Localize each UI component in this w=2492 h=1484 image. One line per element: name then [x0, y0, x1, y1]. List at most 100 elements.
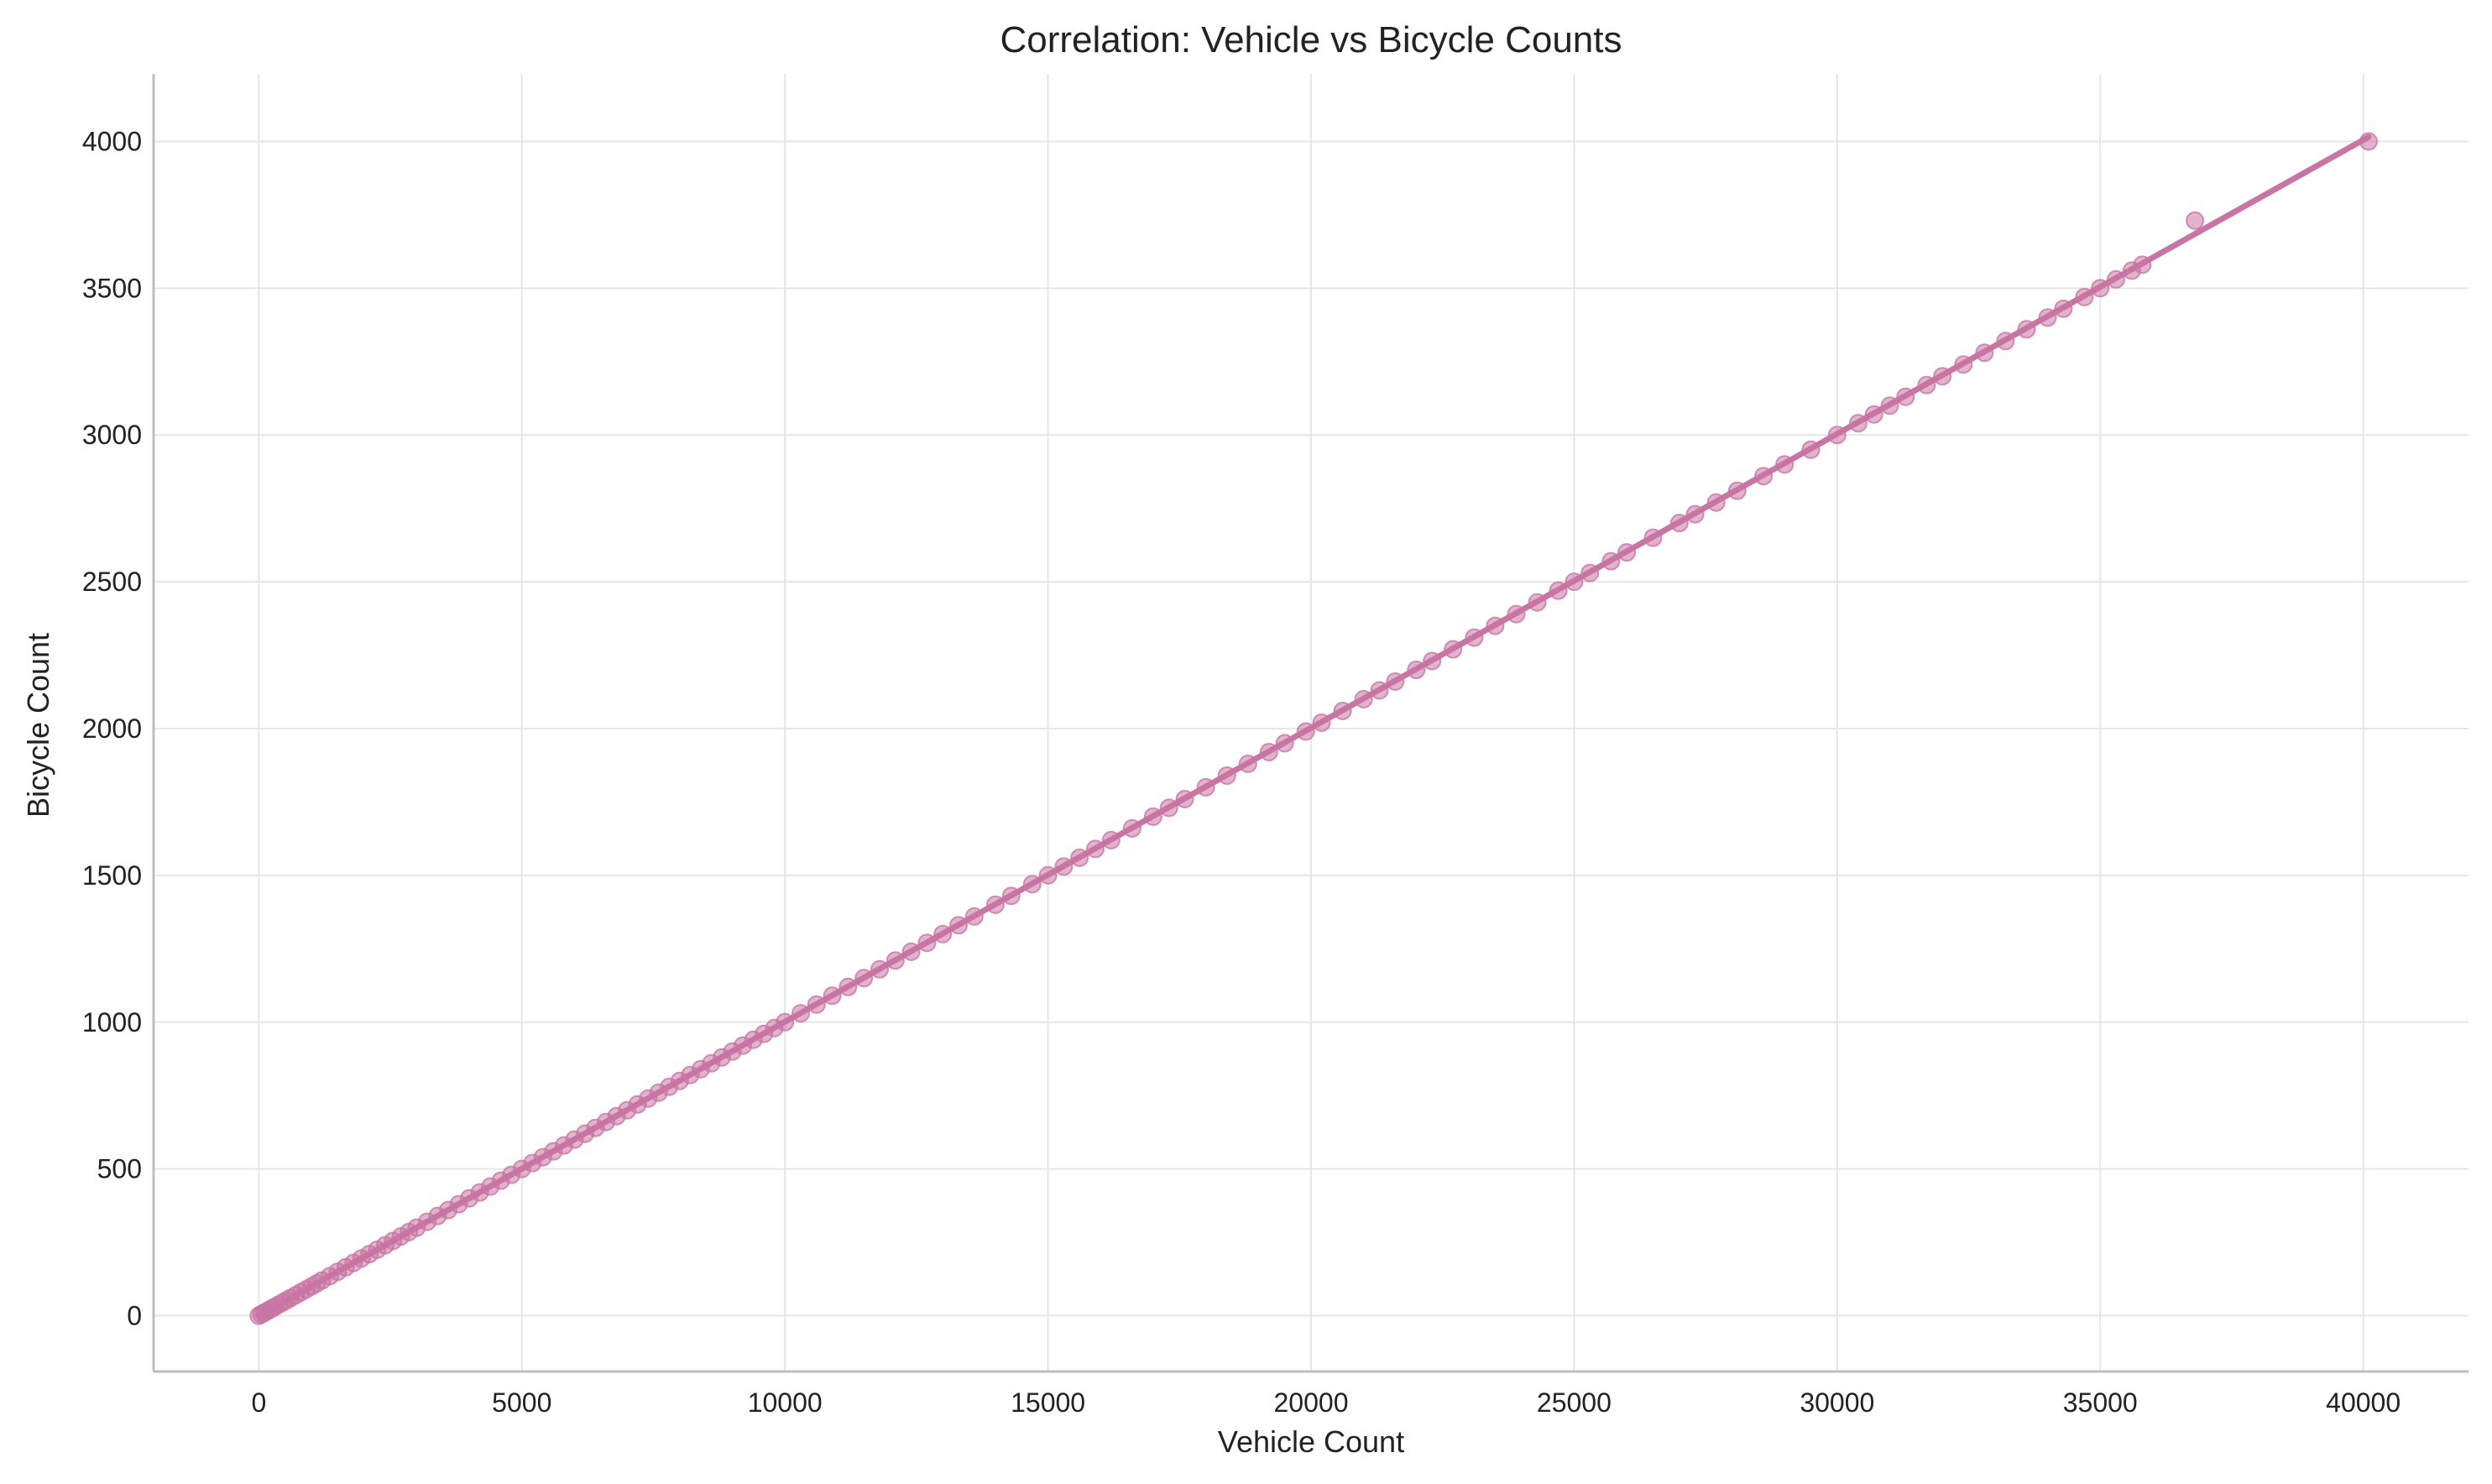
scatter-point: [1685, 504, 1705, 524]
scatter-point: [1975, 343, 1994, 363]
scatter-point: [2075, 287, 2094, 306]
scatter-point: [1617, 543, 1637, 562]
scatter-point: [1101, 830, 1121, 849]
scatter-point: [2133, 255, 2152, 274]
scatter-point: [2107, 269, 2126, 289]
x-tick-label: 30000: [1800, 1387, 1874, 1418]
scatter-point: [1296, 722, 1315, 741]
scatter-point: [807, 995, 826, 1014]
y-tick-label: 3500: [82, 273, 142, 303]
x-axis-label: Vehicle Count: [1218, 1424, 1404, 1459]
scatter-point: [1038, 865, 1058, 885]
scatter-points: [249, 132, 2378, 1325]
scatter-point: [917, 933, 937, 953]
y-tick-label: 3000: [82, 420, 142, 450]
y-tick-label: 1500: [82, 860, 142, 891]
y-tick-label: 1000: [82, 1007, 142, 1037]
scatter-point: [1565, 572, 1584, 592]
scatter-point: [1549, 581, 1568, 600]
scatter-point: [1896, 387, 1915, 406]
scatter-point: [1370, 681, 1389, 700]
scatter-point: [1996, 332, 2015, 351]
scatter-point: [1954, 355, 1973, 374]
scatter-point: [1486, 616, 1505, 635]
scatter-point: [1507, 604, 1526, 624]
scatter-point: [1275, 734, 1294, 753]
scatter-point: [1122, 818, 1142, 838]
x-tick-label: 20000: [1274, 1387, 1349, 1418]
scatter-point: [1880, 396, 1899, 415]
y-tick-label: 2000: [82, 713, 142, 744]
scatter-point: [1601, 551, 1621, 571]
scatter-point: [776, 1012, 795, 1032]
scatter-point: [1669, 514, 1689, 533]
axes-spines: [152, 74, 2468, 1373]
x-tick-label: 10000: [748, 1387, 823, 1418]
scatter-point: [985, 895, 1005, 914]
scatter-point: [1054, 857, 1074, 876]
scatter-point: [1070, 848, 1089, 867]
scatter-point: [1917, 375, 1936, 395]
scatter-point: [1933, 367, 1952, 386]
scatter-point: [1159, 798, 1178, 818]
scatter-point: [1706, 493, 1726, 512]
y-tick-label: 500: [97, 1154, 142, 1184]
scatter-point: [1238, 754, 1257, 773]
scatter-point: [2359, 132, 2378, 151]
scatter-point: [1386, 672, 1405, 692]
scatter-point: [870, 959, 890, 979]
scatter-point: [886, 951, 905, 970]
scatter-point: [1312, 713, 1331, 732]
x-tick-label: 35000: [2063, 1387, 2138, 1418]
scatter-point: [2017, 320, 2036, 339]
y-tick-label: 2500: [82, 567, 142, 597]
scatter-point: [964, 907, 984, 926]
scatter-point: [839, 977, 858, 996]
scatter-point: [1333, 702, 1352, 721]
scatter-point: [949, 916, 969, 935]
x-tick-label: 0: [251, 1387, 266, 1418]
scatter-point: [1643, 528, 1663, 547]
scatter-point: [1407, 661, 1426, 680]
scatter-point: [1801, 440, 1821, 459]
scatter-point: [933, 924, 953, 943]
scatter-point: [1580, 563, 1600, 583]
x-tick-label: 5000: [492, 1387, 551, 1418]
scatter-point: [1528, 593, 1547, 612]
scatter-point: [901, 942, 921, 961]
scatter-point: [2038, 308, 2057, 327]
scatter-point: [1175, 789, 1194, 808]
scatter-point: [1143, 807, 1162, 826]
scatter-point: [1354, 690, 1373, 709]
x-tick-label: 40000: [2326, 1387, 2401, 1418]
scatter-point: [2186, 211, 2205, 230]
scatter-point: [1444, 640, 1463, 659]
scatter-point: [1086, 839, 1105, 859]
x-tick-labels: 0 5000 10000 15000 20000 25000 30000 35000 40000: [251, 1387, 2401, 1418]
y-tick-labels: 0 500 1000 1500 2000 2500 3000 3500 4000: [82, 126, 142, 1330]
y-tick-label: 4000: [82, 126, 142, 156]
scatter-point: [1217, 766, 1236, 785]
scatter-point: [2054, 299, 2073, 318]
scatter-point: [1727, 481, 1747, 500]
chart-title: Correlation: Vehicle vs Bicycle Counts: [1000, 19, 1622, 60]
scatter-point: [1864, 405, 1883, 424]
scatter-point: [1465, 628, 1484, 647]
scatter-point: [823, 986, 842, 1006]
scatter-point: [1827, 426, 1847, 445]
scatter-point: [1022, 875, 1042, 894]
scatter-point: [1001, 886, 1021, 906]
scatter-point: [1848, 414, 1868, 433]
scatter-point: [1775, 455, 1795, 474]
x-tick-label: 15000: [1011, 1387, 1085, 1418]
scatter-point: [791, 1004, 810, 1023]
scatter-point: [2091, 279, 2110, 298]
scatter-point: [854, 969, 874, 988]
scatter-point: [1423, 651, 1442, 671]
y-axis-label: Bicycle Count: [21, 633, 55, 818]
scatter-point: [1754, 467, 1774, 486]
scatter-point: [1259, 742, 1278, 761]
scatter-point: [1196, 777, 1215, 797]
